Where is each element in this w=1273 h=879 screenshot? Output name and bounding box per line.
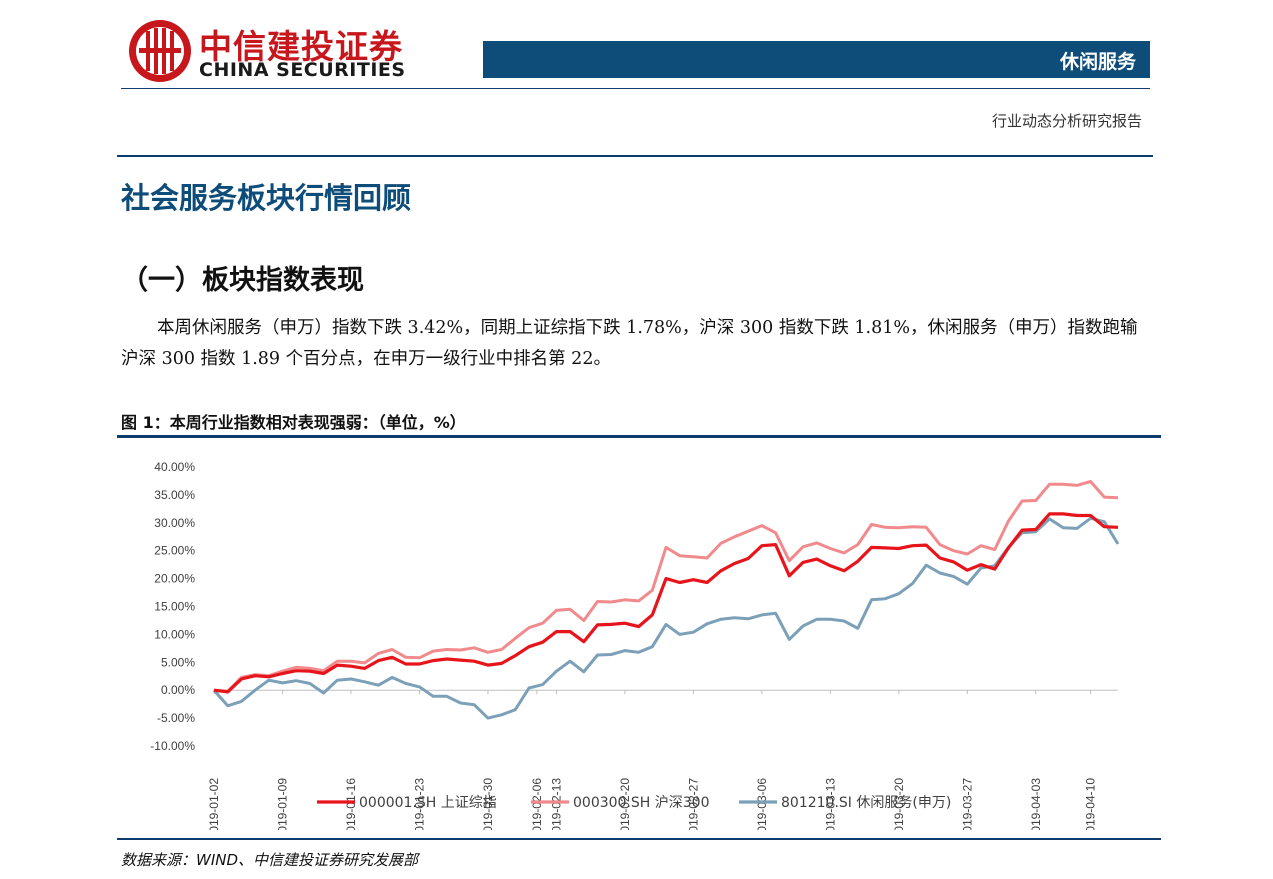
brand-seal-icon	[129, 20, 191, 82]
series-line-1	[213, 480, 1119, 693]
y-tick-label: 25.00%	[154, 544, 195, 558]
y-tick-label: 30.00%	[154, 516, 195, 530]
x-tick-label: 2019-01-02	[207, 778, 221, 830]
y-tick-label: 5.00%	[161, 655, 195, 669]
brand-name-en: CHINA SECURITIES	[199, 59, 406, 81]
y-tick-label: 35.00%	[154, 488, 195, 502]
x-tick-label: 2019-02-06	[530, 778, 544, 830]
x-tick-label: 2019-04-03	[1029, 778, 1043, 830]
series-line-2	[212, 516, 1120, 720]
figure-divider	[117, 435, 1161, 438]
x-tick-label: 2019-03-20	[892, 778, 906, 830]
data-source: 数据来源：WIND、中信建投证券研究发展部	[121, 851, 419, 869]
y-tick-label: -10.00%	[150, 739, 195, 753]
section-title: 社会服务板块行情回顾	[121, 181, 412, 215]
brand-name-cn: 中信建投证券	[199, 27, 403, 66]
x-tick-label: 2019-01-16	[344, 778, 358, 830]
legend-label: 000300.SH 沪深300	[573, 795, 709, 811]
body-paragraph: 本周休闲服务（申万）指数下跌 3.42%，同期上证综指下跌 1.78%，沪深 3…	[121, 318, 1138, 369]
y-tick-label: 20.00%	[154, 572, 195, 586]
x-tick-label: 2019-03-27	[960, 778, 974, 830]
header-divider	[121, 88, 1150, 89]
x-tick-label: 2019-02-13	[549, 778, 563, 830]
x-tick-label: 2019-01-09	[275, 778, 289, 830]
figure-title: 图 1：本周行业指数相对表现强弱：（单位，%）	[121, 413, 466, 432]
sector-label: 休闲服务	[1059, 51, 1136, 73]
legend-label: 000001.SH 上证综指	[359, 795, 497, 811]
x-tick-label: 2019-02-20	[618, 778, 632, 830]
x-tick-label: 2019-03-06	[755, 778, 769, 830]
report-type: 行业动态分析研究报告	[991, 112, 1142, 130]
y-tick-label: 0.00%	[161, 683, 195, 697]
footer-divider	[117, 838, 1161, 840]
legend-label: 801210.SI 休闲服务(申万)	[781, 795, 951, 811]
subsection-title: （一）板块指数表现	[121, 265, 364, 296]
x-tick-label: 2019-04-10	[1084, 778, 1098, 830]
x-tick-label: 2019-03-13	[823, 778, 837, 830]
line-chart: 40.00% 35.00% 30.00% 25.00% 20.00% 15.00% 10.0…	[150, 460, 1120, 830]
y-tick-label: -5.00%	[157, 711, 195, 725]
x-tick-label: 2019-02-27	[686, 778, 700, 830]
x-tick-label: 2019-01-30	[481, 778, 495, 830]
series-line-0	[213, 512, 1119, 694]
sector-banner: 休闲服务	[483, 41, 1150, 78]
y-tick-label: 15.00%	[154, 600, 195, 614]
section-divider	[117, 155, 1153, 157]
x-tick-label: 2019-01-23	[412, 778, 426, 830]
brand-logo: 中信建投证券 CHINA SECURITIES	[127, 18, 405, 84]
y-tick-label: 10.00%	[154, 627, 195, 641]
y-tick-label: 40.00%	[154, 460, 195, 474]
